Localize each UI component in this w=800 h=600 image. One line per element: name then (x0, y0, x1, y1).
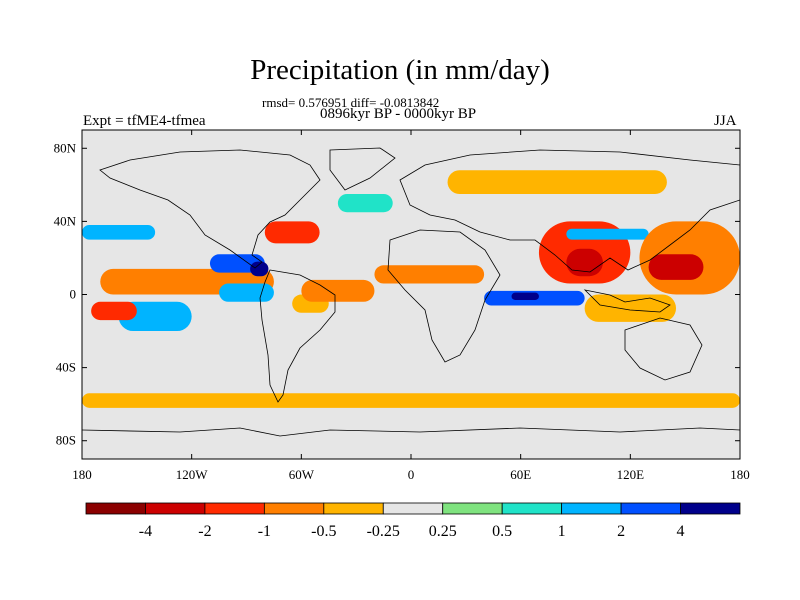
y-tick-label: 40N (54, 213, 77, 228)
colorbar-label: -0.25 (367, 523, 400, 540)
anomaly-region-19 (648, 254, 704, 280)
anomaly-region-6 (118, 301, 192, 332)
coastline-eurasia (399, 149, 740, 273)
chart-title: Precipitation (in mm/day) (250, 54, 550, 86)
experiment-label: Expt = tfME4-tfmea (83, 113, 206, 129)
colorbar-swatch (680, 502, 741, 515)
coastline-north-america (99, 149, 321, 269)
season-label: JJA (714, 113, 737, 129)
colorbar-label: 0.25 (429, 523, 457, 540)
colorbar-swatch (382, 502, 444, 515)
colorbar-swatch (442, 502, 503, 515)
coastlines (82, 147, 740, 437)
x-tick-label: 60E (510, 467, 531, 482)
x-tick-label: 120W (176, 467, 209, 482)
colorbar-swatch (145, 502, 206, 515)
x-tick-label: 0 (408, 467, 415, 482)
colorbar-swatch (561, 502, 622, 515)
colorbar-label: 1 (558, 523, 566, 540)
coastline-australia (624, 317, 703, 381)
colorbar-label: -4 (139, 523, 152, 540)
colorbar-swatch (263, 502, 325, 515)
anomaly-region-20 (584, 294, 677, 322)
coastline-antarctica (82, 427, 740, 437)
coastline-south-america (259, 269, 336, 403)
anomaly-region-9 (82, 225, 156, 240)
anomaly-region-22 (337, 193, 393, 213)
anomaly-region-23 (447, 170, 667, 194)
colorbar-label: -2 (198, 523, 211, 540)
colorbar-swatch (85, 502, 146, 515)
colorbar-label: -1 (258, 523, 271, 540)
colorbar-label: -0.5 (311, 523, 336, 540)
anomaly-region-14 (511, 292, 539, 300)
coastline-maritime (583, 289, 671, 313)
colorbar: -4 -2 -1 -0.5 -0.25 0.25 0.5 1 2 4 (85, 502, 741, 540)
y-tick-label: 40S (56, 360, 76, 375)
anomaly-region-16 (566, 248, 603, 277)
colorbar-swatch (620, 502, 681, 515)
anomaly-regions (82, 170, 740, 408)
colorbar-swatch (204, 502, 265, 515)
anomaly-region-12 (374, 265, 485, 284)
colorbar-swatch (501, 502, 563, 515)
stats-line: rmsd= 0.576951 diff= -0.0813842 (262, 95, 440, 110)
x-tick-label: 180 (730, 467, 750, 482)
anomaly-region-7 (91, 301, 137, 321)
y-tick-label: 80N (54, 140, 77, 155)
y-tick-label: 0 (70, 287, 77, 302)
coastline-africa (387, 229, 501, 363)
y-tick-label: 80S (56, 433, 76, 448)
axis-ticks: 180 120W 60W 0 60E 120E 180 80N 40N 0 40S 80S (54, 130, 750, 482)
anomaly-region-8 (264, 221, 320, 244)
anomaly-region-5 (219, 283, 274, 302)
anomaly-region-11 (301, 279, 375, 302)
anomaly-region-21 (82, 393, 740, 408)
coastline-greenland (329, 147, 396, 191)
period-subtitle: 0896kyr BP - 0000kyr BP (320, 106, 477, 122)
colorbar-label: 2 (617, 523, 625, 540)
colorbar-label: 4 (677, 523, 685, 540)
colorbar-label: 0.5 (492, 523, 512, 540)
anomaly-region-17 (566, 228, 649, 240)
anomaly-region-4 (250, 261, 269, 277)
x-tick-label: 120E (617, 467, 645, 482)
x-tick-label: 180 (72, 467, 92, 482)
x-tick-label: 60W (289, 467, 315, 482)
colorbar-swatch (323, 502, 384, 515)
